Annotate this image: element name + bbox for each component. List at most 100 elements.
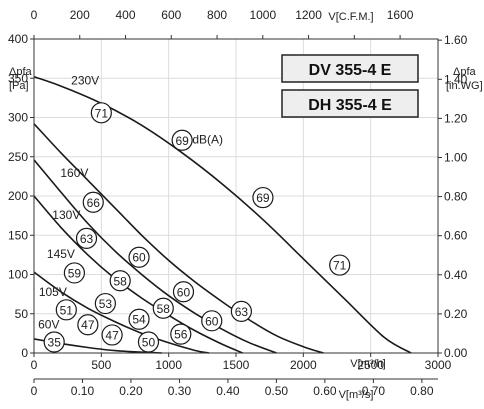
x-bottom-tick-label-5: 2500: [357, 358, 384, 372]
x-bottom-tick-label-1: 500: [91, 358, 111, 372]
curve-145v: [33, 195, 244, 354]
curve-label-3: 130V: [52, 208, 80, 222]
x-bottom2-tick-label-7: 0.70: [362, 384, 386, 398]
noise-marker-circle-5: [75, 227, 98, 249]
noise-marker-label-11: 53: [99, 297, 113, 311]
y-right-tick-label-6: 1.20: [444, 111, 468, 125]
x-bottom2-tick-label-6: 0.60: [313, 384, 337, 398]
noise-marker-label-3: 71: [333, 259, 347, 273]
x-bottom-tick-label-3: 1500: [223, 358, 250, 372]
x-top-tick-label-6: 1200: [295, 8, 322, 22]
y-left-tick-label-5: 250: [8, 150, 28, 164]
noise-marker-label-12: 58: [157, 302, 171, 316]
curve-label-5: 105V: [39, 285, 67, 299]
noise-marker-circle-4: [82, 191, 104, 213]
x-bottom-tick-label-4: 2000: [290, 358, 317, 372]
noise-marker-label-7: 58: [114, 274, 128, 288]
curve-label-0: 230V: [71, 74, 99, 88]
right-axis-label-2: [in.WG]: [446, 80, 483, 92]
y-right-tick-label-2: 0.40: [444, 268, 468, 282]
y-left-tick-label-2: 100: [8, 268, 28, 282]
x-top-tick-label-8: 1600: [387, 8, 414, 22]
noise-marker-label-4: 66: [87, 196, 101, 210]
y-left-tick-label-0: 0: [21, 346, 28, 360]
noise-marker-circle-9: [230, 300, 252, 322]
x-bottom2-tick-label-1: 0.10: [71, 384, 95, 398]
curve-label-4: 145V: [47, 247, 75, 261]
top-axis-label: V[C.F.M.]: [328, 11, 373, 23]
noise-marker-label-14: 60: [205, 314, 219, 328]
y-right-tick-label-0: 0.00: [444, 346, 468, 360]
performance-curves: [33, 75, 412, 354]
noise-marker-circle-6: [128, 246, 150, 268]
model-box-2: [281, 89, 419, 118]
x-bottom2-tick-label-5: 0.50: [265, 384, 289, 398]
bottom2-axis-label: V[m³/s]: [339, 389, 374, 401]
bottom-axis-label: V[m³/h]: [350, 358, 385, 370]
model-name-2: DH 355-4 E: [308, 97, 392, 114]
curve-label-6: 60V: [38, 318, 59, 332]
x-bottom2-tick-label-8: 0.80: [410, 384, 434, 398]
noise-marker-circle-1: [171, 129, 193, 151]
noise-marker-label-8: 60: [177, 285, 191, 299]
noise-marker-label-6: 60: [132, 251, 146, 265]
x-top-tick-label-3: 600: [161, 8, 181, 22]
noise-marker-label-17: 47: [105, 328, 119, 342]
curve-labels: 230V dB(A) 160V 130V 145V 105V 60V: [38, 74, 223, 332]
x-bottom2-tick-label-3: 0.30: [168, 384, 192, 398]
y-left-tick-label-1: 50: [15, 307, 29, 321]
noise-marker-circle-20: [43, 331, 65, 353]
noise-marker-circle-11: [94, 292, 116, 315]
curve-label-1: dB(A): [192, 132, 223, 146]
left-axis-label-2: [Pa]: [9, 80, 29, 92]
curve-160v: [33, 123, 324, 354]
noise-marker-label-9: 63: [235, 305, 249, 319]
axes: V[C.F.M.] V[m³/h] V[m³/s] Δpfa [Pa] Δpfa…: [8, 8, 483, 401]
x-top-tick-label-1: 200: [70, 8, 90, 22]
noise-marker-circle-16: [77, 314, 99, 336]
x-bottom2-tick-label-4: 0.40: [216, 384, 240, 398]
noise-marker-circle-13: [128, 308, 150, 330]
y-right-tick-label-8: 1.60: [444, 33, 468, 47]
noise-marker-label-16: 47: [81, 318, 95, 332]
x-bottom-tick-label-2: 1000: [155, 358, 182, 372]
x-top-tick-label-2: 400: [116, 8, 136, 22]
noise-marker-label-19: 50: [142, 336, 156, 350]
model-boxes: DV 355-4 E DH 355-4 E: [281, 54, 419, 118]
x-top-tick-label-5: 1000: [249, 8, 276, 22]
y-left-tick-label-3: 150: [8, 228, 28, 242]
noise-marker-label-2: 69: [256, 191, 270, 205]
noise-marker-circle-17: [101, 324, 123, 346]
noise-marker-label-18: 56: [174, 328, 188, 342]
left-axis-label-1: Δpfa: [9, 66, 33, 78]
noise-marker-label-1: 69: [175, 134, 189, 148]
curve-label-2: 160V: [60, 166, 88, 180]
y-right-tick-label-7: 1.40: [444, 72, 468, 86]
noise-marker-circle-2: [252, 186, 274, 209]
noise-marker-circle-12: [152, 297, 174, 319]
noise-marker-label-13: 54: [132, 313, 146, 327]
noise-marker-circle-0: [90, 102, 112, 124]
y-right-tick-label-4: 0.80: [444, 190, 468, 204]
y-right-tick-label-1: 0.20: [444, 307, 468, 321]
y-left-tick-label-6: 300: [8, 111, 28, 125]
model-box-1: [281, 54, 419, 83]
curve-130v: [33, 159, 277, 354]
y-left-tick-label-4: 200: [8, 189, 28, 203]
noise-marker-circle-3: [329, 254, 351, 276]
noise-marker-circle-15: [55, 299, 77, 321]
noise-marker-circle-8: [172, 281, 195, 303]
x-bottom2-tick-label-2: 0.20: [119, 384, 143, 398]
y-left-tick-label-8: 400: [8, 32, 28, 46]
x-bottom-tick-label-6: 3000: [425, 358, 452, 372]
noise-marker-label-10: 59: [68, 266, 82, 280]
right-axis-label-1: Δpfa: [453, 66, 477, 78]
noise-marker-circle-7: [109, 270, 131, 292]
noise-marker-circle-18: [170, 323, 192, 345]
noise-marker-label-20: 35: [48, 336, 62, 350]
noise-marker-circle-19: [137, 331, 160, 353]
y-left-tick-label-7: 350: [8, 71, 28, 85]
y-right-tick-label-3: 0.60: [444, 229, 468, 243]
noise-marker-label-15: 51: [60, 303, 74, 317]
curve-105v: [33, 271, 210, 354]
